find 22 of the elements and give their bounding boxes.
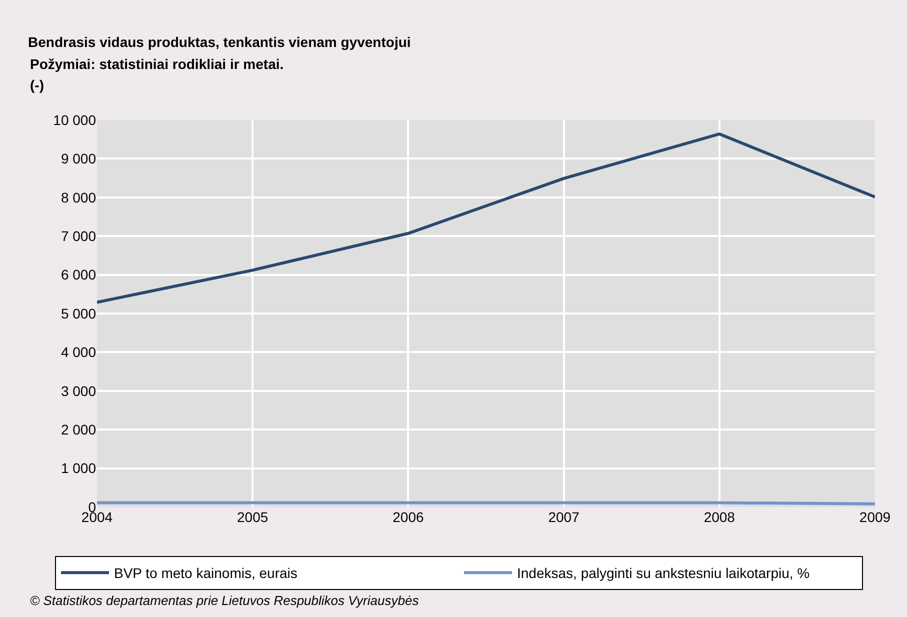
chart-title: Bendrasis vidaus produktas, tenkantis vienam gyventojui — [28, 34, 411, 50]
x-tick-label: 2009 — [859, 509, 891, 525]
text: © Statistikos departamentas prie Lietuvos Respublikos Vyriausybės — [30, 593, 420, 608]
y-tick-label: 5 000 — [60, 305, 96, 322]
x-tick-label: 2007 — [548, 509, 580, 525]
y-tick-label: 4 000 — [60, 344, 96, 360]
chart-subtitle: Požymiai: statistiniai rodikliai ir metai. — [30, 56, 284, 72]
y-tick-label: 2 000 — [60, 422, 96, 438]
y-tick-label: 8 000 — [60, 189, 96, 206]
y-tick-label: 1 000 — [60, 460, 96, 476]
y-tick-label: 7 000 — [60, 228, 96, 244]
y-tick-label: 6 000 — [60, 266, 96, 283]
x-tick-label: 2005 — [237, 509, 268, 525]
x-tick-label: 2006 — [392, 509, 424, 525]
legend-label: BVP to meto kainomis, eurais — [114, 565, 298, 582]
y-axis-title: (-) — [30, 77, 44, 93]
y-tick-label: 10 000 — [53, 112, 96, 128]
y-tick-label: 9 000 — [60, 150, 96, 167]
legend-label: Indeksas, palyginti su ankstesniu laikotarpiu, % — [517, 565, 810, 582]
x-tick-label: 2008 — [704, 509, 736, 525]
y-tick-label: 3 000 — [60, 382, 96, 399]
line-series — [97, 132, 875, 304]
